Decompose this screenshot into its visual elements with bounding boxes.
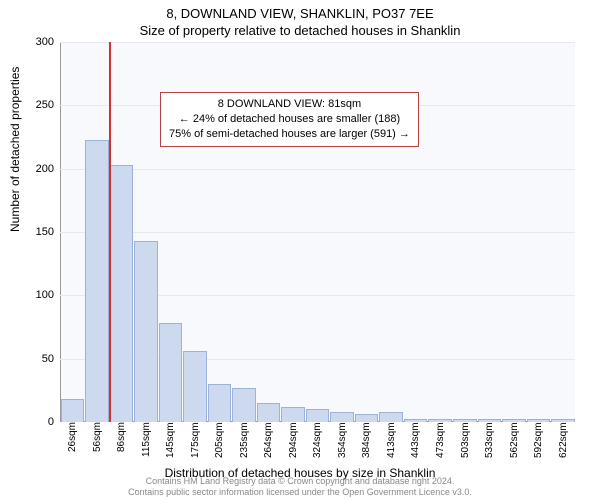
chart-title-main: 8, DOWNLAND VIEW, SHANKLIN, PO37 7EE	[0, 0, 600, 21]
attribution-line-1: Contains HM Land Registry data © Crown c…	[0, 476, 600, 487]
chart-plot-area: 8 DOWNLAND VIEW: 81sqm ← 24% of detached…	[60, 42, 575, 422]
x-tick: 384sqm	[354, 422, 379, 464]
reference-line	[109, 42, 111, 422]
attribution-line-2: Contains public sector information licen…	[0, 487, 600, 498]
bar	[232, 388, 256, 422]
y-axis-label: Number of detached properties	[8, 67, 22, 232]
info-box: 8 DOWNLAND VIEW: 81sqm ← 24% of detached…	[160, 92, 419, 147]
x-tick: 145sqm	[158, 422, 183, 464]
x-tick: 503sqm	[453, 422, 478, 464]
x-tick: 324sqm	[305, 422, 330, 464]
y-tick: 50	[24, 353, 54, 365]
x-tick: 562sqm	[502, 422, 527, 464]
x-tick: 622sqm	[551, 422, 576, 464]
y-tick: 250	[24, 99, 54, 111]
x-axis: 26sqm56sqm86sqm115sqm145sqm175sqm205sqm2…	[60, 422, 575, 472]
bar	[61, 399, 85, 422]
x-tick: 235sqm	[232, 422, 257, 464]
info-line-2: ← 24% of detached houses are smaller (18…	[169, 112, 410, 127]
y-tick: 0	[24, 416, 54, 428]
x-tick: 533sqm	[477, 422, 502, 464]
bar	[257, 403, 281, 422]
x-tick: 473sqm	[428, 422, 453, 464]
y-tick: 300	[24, 36, 54, 48]
x-tick: 175sqm	[183, 422, 208, 464]
x-tick: 56sqm	[85, 422, 110, 464]
x-tick: 115sqm	[134, 422, 159, 464]
x-tick: 264sqm	[256, 422, 281, 464]
x-tick: 443sqm	[403, 422, 428, 464]
bar	[208, 384, 232, 422]
x-tick: 354sqm	[330, 422, 355, 464]
y-tick: 200	[24, 163, 54, 175]
y-tick: 150	[24, 226, 54, 238]
bar	[159, 323, 183, 422]
x-tick: 294sqm	[281, 422, 306, 464]
bar	[85, 140, 109, 422]
bar	[134, 241, 158, 422]
x-tick: 205sqm	[207, 422, 232, 464]
bar	[379, 412, 403, 422]
bar	[281, 407, 305, 422]
x-tick: 413sqm	[379, 422, 404, 464]
bar	[330, 412, 354, 422]
x-tick: 26sqm	[60, 422, 85, 464]
info-line-3: 75% of semi-detached houses are larger (…	[169, 127, 410, 142]
x-tick: 86sqm	[109, 422, 134, 464]
x-tick: 592sqm	[526, 422, 551, 464]
attribution: Contains HM Land Registry data © Crown c…	[0, 476, 600, 498]
y-tick: 100	[24, 289, 54, 301]
bar	[306, 409, 330, 422]
chart-title-sub: Size of property relative to detached ho…	[0, 21, 600, 38]
bar	[355, 414, 379, 422]
bar	[183, 351, 207, 422]
info-line-1: 8 DOWNLAND VIEW: 81sqm	[169, 97, 410, 112]
y-axis: 050100150200250300	[28, 42, 58, 422]
bar	[110, 165, 134, 422]
